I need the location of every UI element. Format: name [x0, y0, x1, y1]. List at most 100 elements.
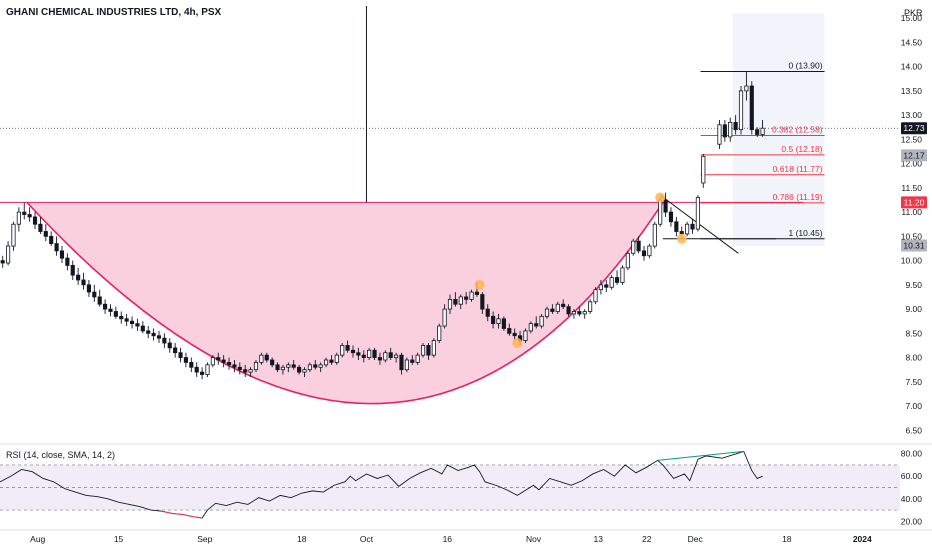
candle-body — [291, 364, 296, 368]
candle-body — [146, 330, 151, 334]
price-tag-label: 12.73 — [903, 123, 925, 133]
candle-body — [97, 296, 102, 305]
rsi-line — [0, 450, 763, 519]
candle-body — [302, 369, 307, 373]
price-tag — [901, 149, 927, 162]
candle-body — [81, 279, 86, 286]
candle-body — [286, 364, 291, 368]
candle-body — [614, 277, 620, 283]
candle-body — [668, 211, 674, 223]
candle-body — [728, 121, 733, 138]
candle-body — [437, 325, 442, 341]
candle-body — [178, 352, 183, 358]
candle-body — [323, 359, 329, 366]
candle-body — [367, 349, 372, 358]
candle-body — [474, 291, 480, 295]
candle-body — [210, 357, 215, 366]
rsi-pane — [0, 450, 900, 519]
fib-label-0.786: 0.786 (11.19) — [773, 192, 823, 202]
price-tick-label: 10.00 — [901, 256, 923, 266]
candle-body — [297, 366, 302, 373]
candle-body — [194, 366, 199, 373]
candle-body — [647, 245, 652, 257]
price-tick-label: 8.50 — [905, 328, 922, 338]
candle-body — [679, 231, 684, 235]
rsi-tick-label: 20.00 — [901, 516, 923, 526]
candle-body — [404, 359, 409, 371]
candle-body — [571, 311, 577, 315]
candle-body — [593, 289, 598, 303]
time-tick-label: 16 — [443, 534, 453, 544]
candle-body — [609, 277, 614, 288]
rsi-oversold-line — [161, 510, 203, 519]
fibonacci-layer: 0 (13.90) 0.382 (12.58) 0.5 (12.18) 0.618 (… — [700, 60, 825, 240]
candle-body — [738, 90, 744, 131]
time-tick-label: Nov — [526, 534, 542, 544]
candle-body — [16, 211, 21, 225]
candle-body — [183, 357, 188, 363]
candle-body — [49, 235, 54, 245]
price-tag-label: 12.17 — [903, 150, 925, 160]
candle-body — [701, 155, 706, 184]
projection-box-layer — [732, 13, 825, 247]
candle-body — [232, 364, 237, 368]
candle-body — [372, 349, 377, 358]
candle-body — [744, 85, 749, 92]
fib-label-0.618: 0.618 (11.77) — [773, 164, 823, 174]
price-tick-label: 12.00 — [901, 159, 923, 169]
candle-body — [431, 340, 436, 356]
candle-body — [523, 330, 528, 341]
candle-body — [388, 352, 393, 358]
price-tick-label: 10.50 — [901, 231, 923, 241]
candle-body — [6, 245, 11, 264]
time-tick-label: 18 — [297, 534, 307, 544]
candle-body — [631, 240, 636, 254]
candle-body — [717, 124, 722, 145]
candle-body — [318, 364, 323, 368]
candle-body — [334, 354, 339, 363]
price-tick-label: 7.00 — [905, 401, 922, 411]
candle-body — [54, 243, 59, 252]
candle-body — [674, 221, 679, 232]
candle-body — [70, 265, 75, 276]
price-tick-label: 13.50 — [901, 86, 923, 96]
candle-body — [345, 345, 350, 351]
price-tick-label: 8.00 — [905, 353, 922, 363]
candle-body — [0, 260, 5, 264]
cup-fill — [26, 202, 663, 404]
candle-body — [636, 240, 641, 252]
candle-body — [501, 318, 506, 329]
candle-body — [189, 362, 194, 368]
candle-body — [162, 337, 167, 344]
candle-body — [226, 362, 232, 366]
candle-body — [124, 318, 129, 322]
candle-body — [561, 303, 566, 308]
price-tag — [901, 122, 927, 135]
candle-body — [129, 320, 135, 325]
candle-body — [275, 364, 280, 371]
candle-body — [135, 323, 140, 327]
rsi-title[interactable]: RSI (14, close, SMA, 14, 2) — [6, 450, 115, 460]
candle-body — [399, 354, 404, 371]
candle-body — [243, 369, 248, 373]
candle-body — [528, 323, 533, 332]
price-tick-label: 6.50 — [905, 425, 922, 435]
fib-label-0: 0 (13.90) — [789, 60, 823, 70]
currency-label[interactable]: PKR — [904, 8, 923, 18]
candle-body — [749, 85, 754, 131]
candle-body — [415, 354, 420, 363]
candle-body — [641, 250, 647, 257]
candle-body — [485, 308, 490, 317]
candle-body — [22, 211, 27, 215]
candle-body — [119, 315, 124, 320]
candle-body — [458, 296, 463, 305]
candle-body — [377, 357, 383, 361]
candle-body — [65, 257, 70, 266]
chart-title: GHANI CHEMICAL INDUSTRIES LTD, 4h, PSX — [6, 7, 222, 18]
candle-body — [307, 364, 312, 371]
candle-body — [356, 352, 361, 356]
axes-layer: 15.00 14.50 14.00 13.50 13.00 12.50 12.00 11.50… — [0, 13, 932, 544]
rsi-tick-label: 80.00 — [901, 449, 923, 459]
candle-body — [329, 359, 334, 363]
